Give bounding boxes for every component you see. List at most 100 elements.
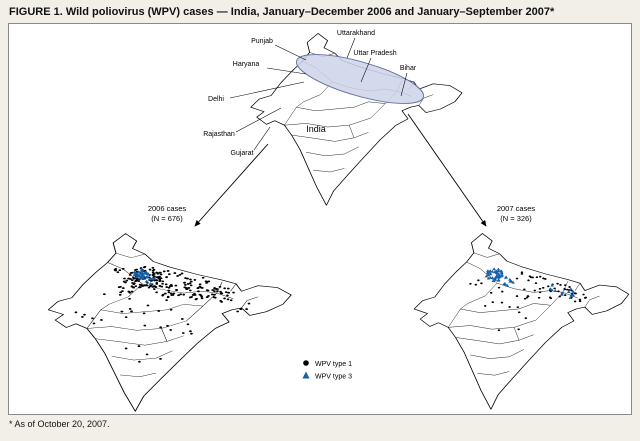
- wpv1-case-dot: [132, 277, 136, 280]
- legend-wpv1-marker-icon: [303, 360, 309, 366]
- wpv1-case-dot: [124, 316, 128, 319]
- wpv3-case-triangle: [148, 281, 153, 285]
- wpv1-case-dot: [223, 287, 227, 290]
- wpv1-case-dot: [154, 286, 158, 288]
- wpv1-case-dot: [219, 290, 222, 293]
- wpv1-case-dot: [535, 276, 539, 279]
- wpv1-case-dot: [508, 306, 511, 308]
- wpv3-case-triangle: [144, 279, 149, 283]
- wpv1-case-dot: [167, 286, 171, 289]
- wpv1-case-dot: [161, 282, 164, 285]
- endemic-region-highlight: [295, 54, 425, 104]
- wpv3-case-triangle: [571, 290, 575, 293]
- state-label-haryana: Haryana: [233, 61, 260, 68]
- state-label-rajasthan: Rajasthan: [203, 131, 235, 138]
- wpv1-case-dot: [564, 294, 567, 296]
- wpv3-case-triangle: [495, 273, 499, 277]
- caption-2007-line2: (N = 326): [500, 214, 532, 223]
- wpv1-case-dot: [120, 310, 124, 313]
- wpv1-case-dot: [189, 330, 192, 333]
- wpv1-case-dot: [194, 298, 198, 301]
- wpv1-case-dot: [578, 300, 582, 303]
- leader-haryana: [266, 67, 307, 75]
- wpv1-case-dot: [245, 308, 249, 311]
- wpv1-case-dot: [155, 291, 159, 294]
- wpv3-case-triangle: [135, 273, 140, 276]
- wpv1-case-dot: [145, 353, 149, 356]
- wpv1-case-dot: [182, 293, 186, 296]
- wpv1-case-dot: [474, 283, 478, 286]
- wpv1-case-dot: [156, 276, 160, 279]
- wpv1-case-dot: [229, 299, 233, 302]
- wpv1-case-dot: [201, 276, 205, 279]
- wpv1-case-dot: [213, 290, 216, 293]
- wpv1-case-dot: [142, 312, 146, 315]
- wpv1-case-dot: [515, 295, 519, 297]
- wpv1-case-dot: [125, 279, 129, 282]
- wpv1-case-dot: [218, 285, 222, 288]
- wpv1-case-dot: [542, 286, 545, 289]
- wpv1-case-dot: [123, 277, 126, 280]
- leader-punjab: [274, 44, 307, 61]
- wpv1-case-dot: [132, 282, 136, 285]
- wpv3-case-triangle: [550, 288, 554, 292]
- footnote: * As of October 20, 2007.: [9, 419, 110, 429]
- wpv1-case-dot: [167, 289, 171, 292]
- wpv3-case-triangle: [497, 272, 501, 276]
- wpv3-case-triangle: [496, 267, 501, 271]
- wpv1-case-dot: [119, 291, 123, 294]
- wpv1-case-dot: [210, 293, 214, 296]
- wpv1-case-dot: [158, 278, 162, 281]
- wpv1-case-dot: [130, 285, 134, 288]
- wpv1-case-dot: [137, 345, 141, 348]
- wpv1-case-dot: [538, 291, 542, 294]
- wpv1-case-dot: [179, 293, 183, 296]
- wpv3-case-triangle: [144, 271, 149, 275]
- wpv3-case-triangle: [508, 277, 512, 281]
- wpv1-case-dot: [190, 332, 193, 335]
- wpv3-case-triangle: [511, 280, 515, 284]
- wpv1-case-dot: [146, 304, 150, 307]
- wpv1-case-dot: [189, 278, 192, 281]
- wpv1-case-dot: [118, 293, 122, 296]
- leader-uttarakhand: [346, 37, 356, 59]
- wpv1-case-dot: [189, 284, 193, 287]
- wpv1-case-dot: [518, 311, 521, 314]
- wpv1-case-dot: [147, 286, 151, 289]
- wpv3-case-triangle: [494, 275, 499, 278]
- wpv1-case-dot: [497, 286, 501, 289]
- wpv1-case-dot: [573, 300, 577, 303]
- wpv3-case-triangle: [484, 274, 489, 278]
- wpv3-case-triangle: [491, 279, 496, 283]
- wpv1-case-dot: [563, 288, 566, 291]
- wpv1-case-dot: [188, 289, 192, 292]
- wpv1-case-dot: [180, 318, 184, 320]
- wpv1-case-dot: [166, 295, 170, 298]
- wpv1-case-dot: [155, 282, 159, 284]
- legend-wpv3-label: WPV type 3: [315, 374, 352, 381]
- wpv3-case-triangle: [139, 276, 144, 280]
- wpv1-case-dot: [226, 298, 230, 301]
- legend-wpv3-marker-icon: [302, 371, 310, 379]
- wpv3-case-triangle: [568, 296, 573, 300]
- wpv1-case-dot: [177, 294, 180, 297]
- wpv3-case-triangle: [569, 287, 573, 291]
- wpv3-case-triangle: [553, 289, 558, 293]
- wpv1-case-dot: [165, 299, 168, 302]
- wpv1-case-dot: [213, 293, 216, 296]
- state-label-uttar-pradesh: Uttar Pradesh: [353, 50, 396, 57]
- wpv1-case-dot: [92, 322, 96, 325]
- wpv3-case-triangle: [488, 272, 493, 276]
- figure-canvas: Punjab Uttarakhand Haryana Uttar Pradesh…: [47, 30, 630, 412]
- wpv1-case-dot: [469, 282, 472, 285]
- map-2006-group: [47, 233, 292, 412]
- wpv1-case-dot: [130, 310, 133, 313]
- main-india-map: [250, 32, 463, 206]
- wpv1-case-dot: [167, 273, 171, 276]
- wpv3-case-triangle: [490, 276, 495, 279]
- wpv1-case-dot: [584, 296, 588, 299]
- wpv1-case-dot: [113, 268, 117, 271]
- wpv1-case-dot: [559, 284, 562, 286]
- wpv1-case-dot: [566, 288, 569, 291]
- wpv1-case-dot: [151, 274, 155, 277]
